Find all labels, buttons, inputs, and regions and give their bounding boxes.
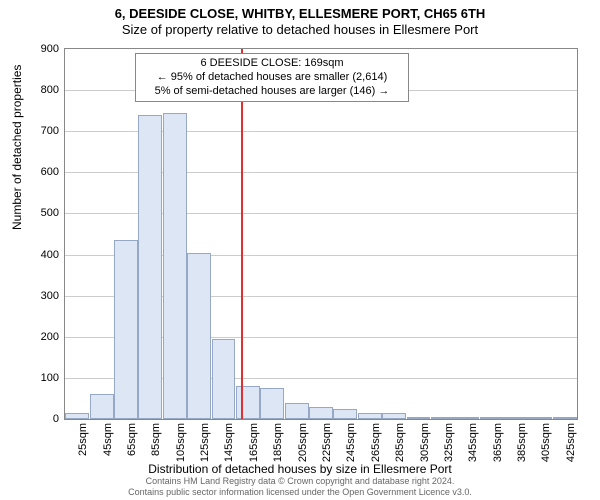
x-tick-label: 285sqm [394, 423, 406, 462]
bar [236, 386, 260, 419]
bar [480, 417, 504, 419]
bar [504, 417, 528, 419]
x-tick-label: 25sqm [77, 423, 89, 456]
y-tick-label: 700 [41, 125, 65, 137]
y-tick-label: 200 [41, 331, 65, 343]
plot-area: 010020030040050060070080090025sqm45sqm65… [64, 48, 578, 420]
x-tick-label: 65sqm [126, 423, 138, 456]
bar [358, 413, 382, 419]
x-tick-label: 305sqm [419, 423, 431, 462]
x-tick-label: 45sqm [102, 423, 114, 456]
x-tick-label: 205sqm [297, 423, 309, 462]
x-tick-label: 265sqm [370, 423, 382, 462]
x-tick-label: 185sqm [272, 423, 284, 462]
x-tick-label: 385sqm [516, 423, 528, 462]
x-tick-label: 245sqm [345, 423, 357, 462]
chart-title: 6, DEESIDE CLOSE, WHITBY, ELLESMERE PORT… [0, 0, 600, 21]
bar [65, 413, 89, 419]
bar [114, 240, 138, 419]
bar [187, 253, 211, 420]
bar [90, 394, 114, 419]
bar [285, 403, 309, 419]
x-tick-label: 145sqm [223, 423, 235, 462]
x-tick-label: 125sqm [199, 423, 211, 462]
bar [455, 417, 479, 419]
annotation-box: 6 DEESIDE CLOSE: 169sqm← 95% of detached… [135, 53, 409, 102]
bar [382, 413, 406, 419]
x-tick-label: 405sqm [540, 423, 552, 462]
annotation-line-2: ← 95% of detached houses are smaller (2,… [142, 71, 402, 85]
x-tick-label: 225sqm [321, 423, 333, 462]
y-tick-label: 0 [53, 413, 65, 425]
bar [333, 409, 357, 419]
x-axis-label: Distribution of detached houses by size … [0, 462, 600, 476]
footer-line-1: Contains HM Land Registry data © Crown c… [0, 476, 600, 487]
bar [138, 115, 162, 419]
chart-subtitle: Size of property relative to detached ho… [0, 21, 600, 37]
marker-line [241, 49, 243, 419]
bar [553, 417, 577, 419]
x-tick-label: 165sqm [248, 423, 260, 462]
bar [431, 417, 455, 419]
bar [407, 417, 431, 419]
bar [528, 417, 552, 419]
footer-text: Contains HM Land Registry data © Crown c… [0, 476, 600, 498]
x-tick-label: 345sqm [467, 423, 479, 462]
y-tick-label: 800 [41, 84, 65, 96]
x-tick-label: 325sqm [443, 423, 455, 462]
bar [163, 113, 187, 419]
annotation-line-3: 5% of semi-detached houses are larger (1… [142, 85, 402, 99]
bar [260, 388, 284, 419]
x-tick-label: 85sqm [150, 423, 162, 456]
y-tick-label: 900 [41, 43, 65, 55]
y-tick-label: 400 [41, 249, 65, 261]
y-axis-label: Number of detached properties [10, 65, 24, 230]
chart-container: 6, DEESIDE CLOSE, WHITBY, ELLESMERE PORT… [0, 0, 600, 500]
y-tick-label: 600 [41, 166, 65, 178]
x-tick-label: 105sqm [175, 423, 187, 462]
bar [309, 407, 333, 419]
y-tick-label: 500 [41, 207, 65, 219]
footer-line-2: Contains public sector information licen… [0, 487, 600, 498]
y-tick-label: 300 [41, 290, 65, 302]
x-tick-label: 425sqm [565, 423, 577, 462]
bar [212, 339, 236, 419]
y-tick-label: 100 [41, 372, 65, 384]
annotation-line-1: 6 DEESIDE CLOSE: 169sqm [142, 57, 402, 71]
x-tick-label: 365sqm [492, 423, 504, 462]
